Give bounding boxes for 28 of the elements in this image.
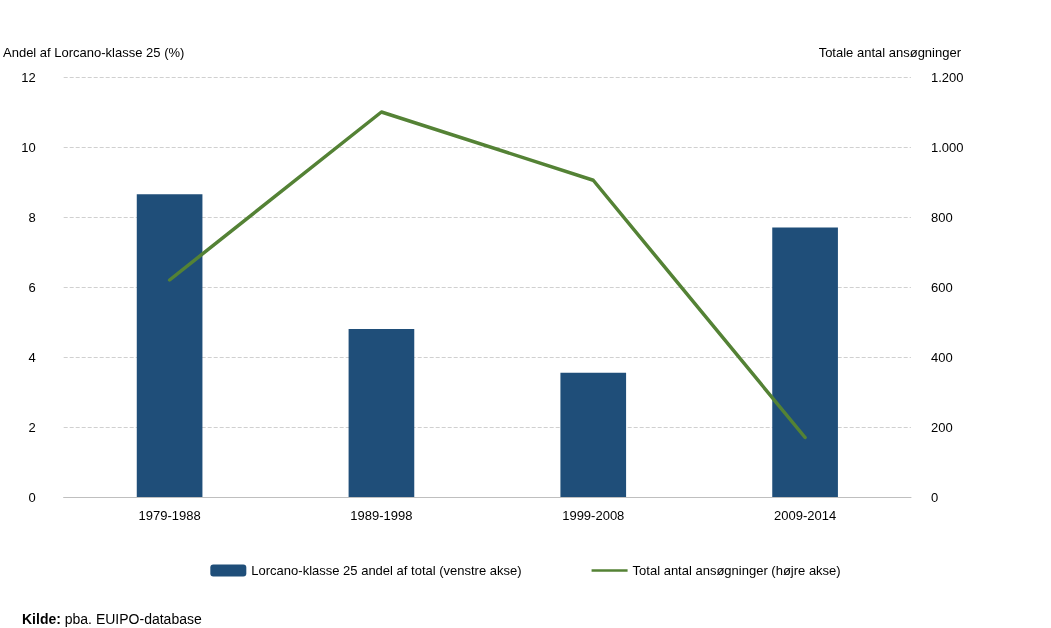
x-tick-label: 2009-2014 bbox=[774, 508, 837, 523]
y2-tick-label: 1.200 bbox=[931, 69, 964, 85]
y2-tick-label: 600 bbox=[931, 279, 953, 295]
y-tick-label: 2 bbox=[28, 419, 36, 435]
y-axis-title: Andel af Lorcano-klasse 25 (%) bbox=[3, 45, 185, 60]
x-tick-label: 1979-1988 bbox=[138, 508, 201, 523]
y-tick-label: 6 bbox=[28, 279, 36, 295]
x-tick-label: 1989-1998 bbox=[350, 508, 413, 523]
y-tick-label: 10 bbox=[21, 139, 36, 155]
y2-tick-label: 0 bbox=[931, 489, 939, 505]
y-tick-label: 12 bbox=[21, 69, 36, 85]
y-tick-label: 4 bbox=[28, 349, 36, 365]
x-tick-label: 1999-2008 bbox=[562, 508, 625, 523]
y2-tick-label: 800 bbox=[931, 209, 953, 225]
bar bbox=[348, 329, 415, 497]
bar bbox=[560, 372, 627, 497]
y2-axis-title: Totale antal ansøgninger bbox=[818, 45, 962, 60]
bar bbox=[772, 227, 838, 497]
y2-tick-label: 1.000 bbox=[931, 139, 964, 155]
y-tick-label: 0 bbox=[28, 489, 36, 505]
legend-label: Lorcano-klasse 25 andel af total (venstre akse) bbox=[251, 563, 522, 578]
text: Kilde: pba. EUIPO-database bbox=[22, 611, 202, 627]
y2-tick-label: 200 bbox=[931, 419, 953, 435]
y-tick-label: 8 bbox=[28, 209, 36, 225]
bar bbox=[136, 194, 203, 497]
legend-label: Total antal ansøgninger (højre akse) bbox=[632, 563, 841, 578]
y2-tick-label: 400 bbox=[931, 349, 953, 365]
line-series bbox=[167, 110, 807, 440]
